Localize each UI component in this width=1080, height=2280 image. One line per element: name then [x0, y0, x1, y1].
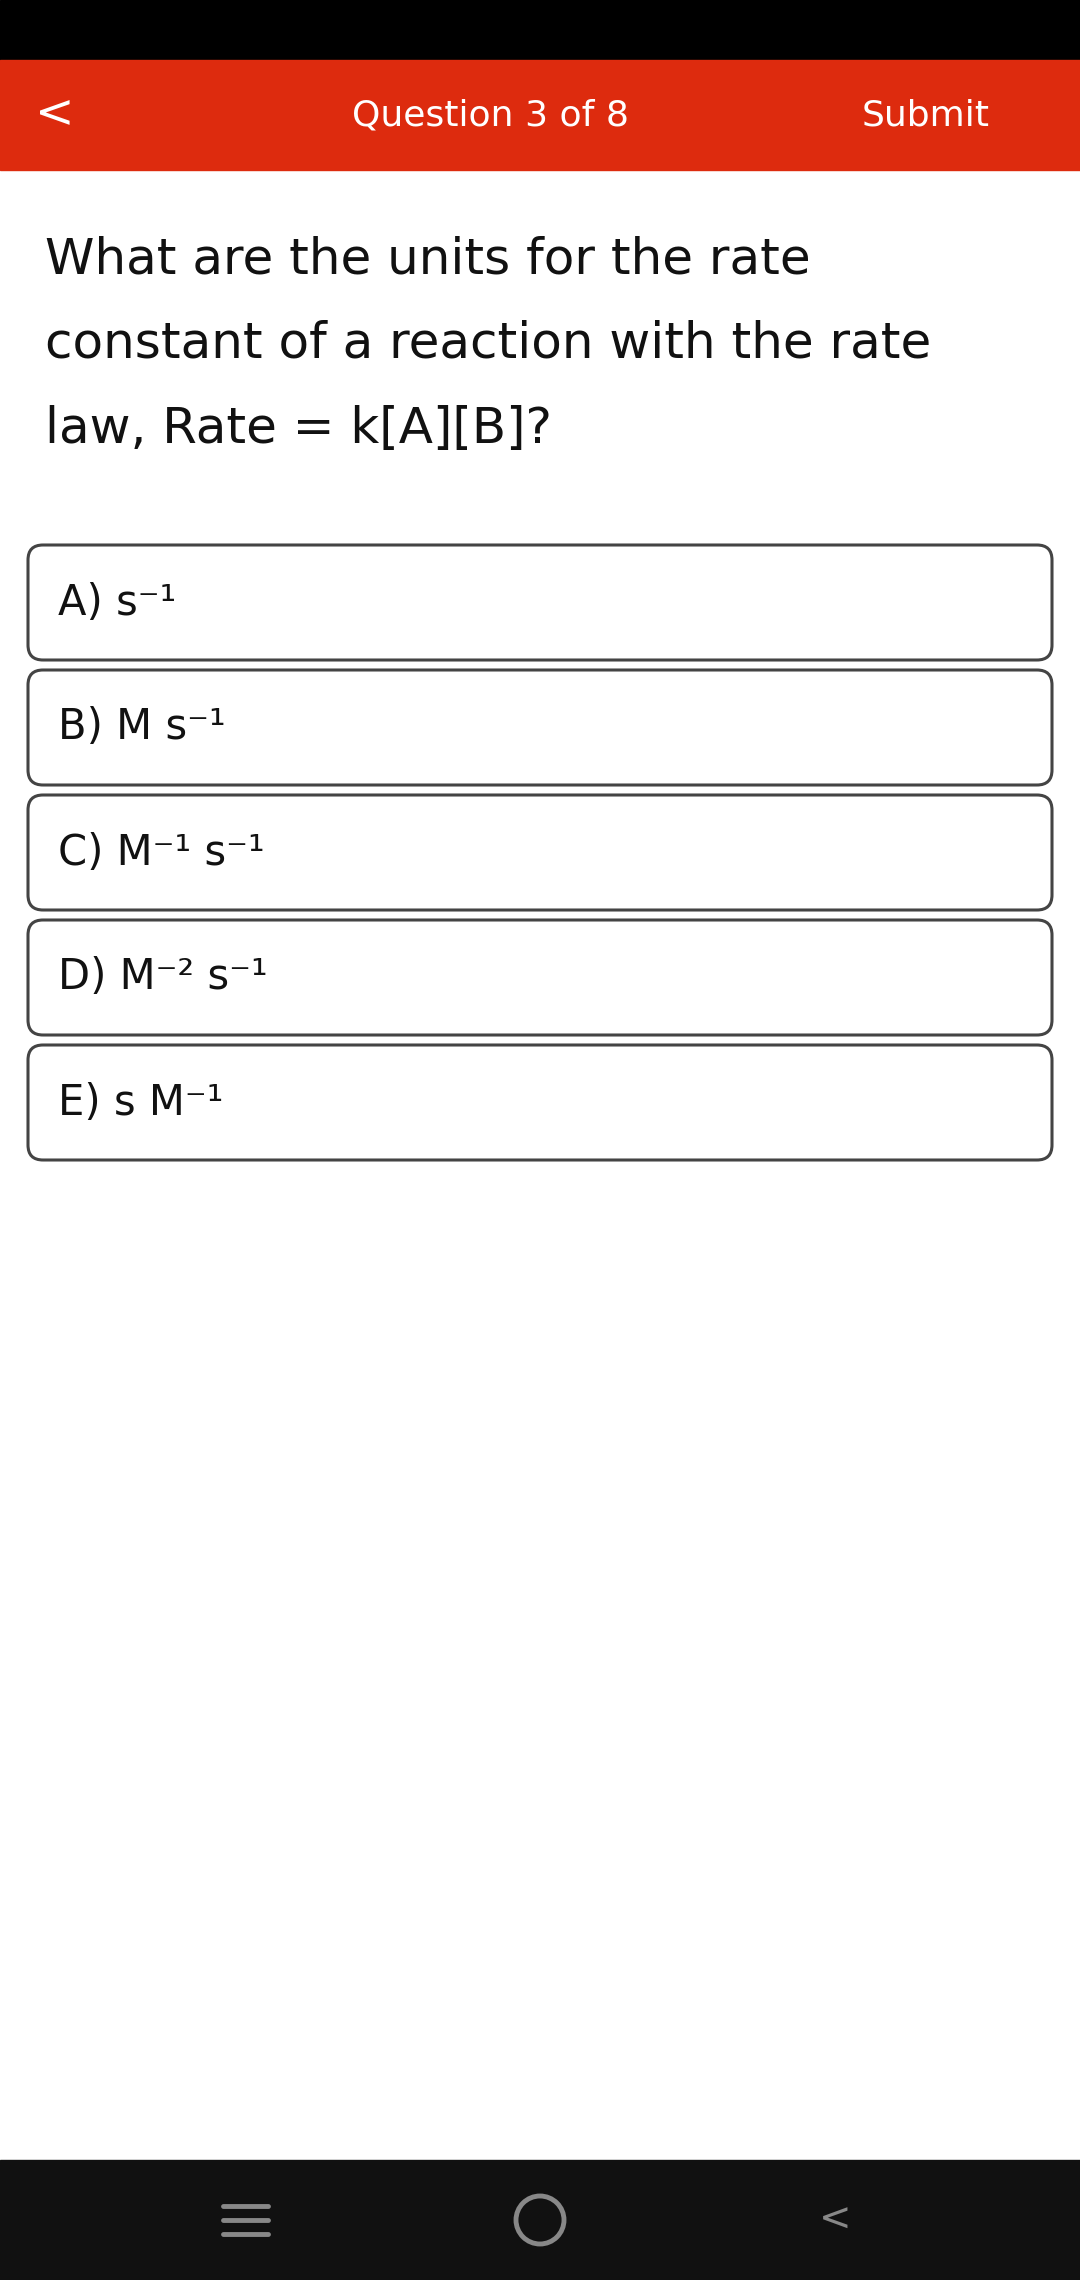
FancyBboxPatch shape: [28, 545, 1052, 659]
Bar: [0, 171, 1080, 2159]
Text: C) M⁻¹ s⁻¹: C) M⁻¹ s⁻¹: [58, 832, 265, 873]
FancyBboxPatch shape: [28, 1044, 1052, 1161]
FancyBboxPatch shape: [28, 796, 1052, 910]
Text: E) s M⁻¹: E) s M⁻¹: [58, 1081, 224, 1124]
Text: D) M⁻² s⁻¹: D) M⁻² s⁻¹: [58, 958, 268, 999]
Text: Question 3 of 8: Question 3 of 8: [351, 98, 629, 132]
Text: Submit: Submit: [862, 98, 990, 132]
Bar: [0, 0, 1080, 59]
FancyBboxPatch shape: [28, 921, 1052, 1035]
Text: A) s⁻¹: A) s⁻¹: [58, 581, 176, 622]
Text: constant of a reaction with the rate: constant of a reaction with the rate: [45, 319, 931, 367]
FancyBboxPatch shape: [28, 670, 1052, 784]
Text: <: <: [819, 2200, 851, 2239]
Text: What are the units for the rate: What are the units for the rate: [45, 235, 811, 283]
Text: <: <: [36, 93, 75, 137]
Text: B) M s⁻¹: B) M s⁻¹: [58, 707, 226, 748]
Bar: [0, 59, 1080, 171]
Bar: [0, 2159, 1080, 2280]
Text: law, Rate = k[A][B]?: law, Rate = k[A][B]?: [45, 406, 552, 454]
